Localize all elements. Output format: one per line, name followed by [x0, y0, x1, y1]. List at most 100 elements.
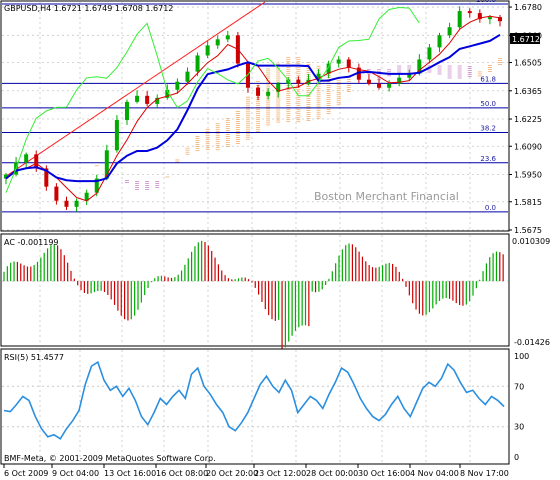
cloud-stripe [245, 118, 250, 120]
cloud-stripe [235, 115, 240, 116]
cloud-stripe [286, 118, 291, 120]
cloud-stripe [457, 73, 462, 75]
cloud-stripe [437, 73, 442, 75]
cloud-stripe [266, 118, 271, 120]
cloud-stripe [286, 70, 291, 72]
rsi-panel[interactable]: RSI(5) 51.4577 100 70 30 0 BMF-Meta, © 2001… [0, 348, 529, 465]
cloud-stripe [316, 95, 321, 97]
cloud-stripe [245, 116, 250, 118]
cloud-stripe [316, 67, 321, 69]
cloud-stripe [336, 100, 341, 102]
cloud-stripe [135, 189, 140, 190]
cloud-stripe [286, 96, 291, 98]
cloud-stripe [306, 104, 311, 105]
price-tick-label: 1.6780 [514, 3, 542, 12]
cloud-stripe [266, 72, 271, 74]
cloud-stripe [467, 74, 472, 75]
cloud-stripe [296, 103, 301, 105]
cloud-stripe [326, 97, 331, 98]
cloud-stripe [276, 111, 281, 113]
candle-body [336, 59, 341, 64]
cloud-stripe [276, 63, 281, 65]
cloud-stripe [286, 74, 291, 76]
price-title: GBPUSD,H4 1.6721 1.6749 1.6708 1.6712 [4, 4, 173, 13]
candle-body [326, 63, 331, 74]
cloud-stripe [245, 134, 250, 136]
cloud-stripe [266, 70, 271, 72]
rsi-tick-label: 0 [514, 453, 519, 462]
cloud-stripe [245, 120, 250, 122]
cloud-stripe [306, 62, 311, 63]
cloud-stripe [245, 126, 250, 128]
cloud-stripe [135, 183, 140, 184]
cloud-stripe [205, 129, 210, 131]
candle-body [114, 120, 119, 151]
cloud-stripe [286, 90, 291, 92]
cloud-stripe [366, 73, 371, 75]
cloud-stripe [195, 146, 200, 148]
cloud-stripe [215, 133, 220, 135]
cloud-stripe [266, 122, 271, 124]
cloud-stripe [387, 69, 392, 71]
cloud-stripe [286, 100, 291, 102]
cloud-stripe [185, 149, 190, 151]
cloud-stripe [235, 139, 240, 140]
cloud-stripe [276, 103, 281, 105]
cloud-stripe [306, 108, 311, 109]
price-tick-label: 1.5950 [514, 171, 542, 180]
cloud-stripe [437, 69, 442, 71]
cloud-stripe [245, 96, 250, 98]
time-axis: 6 Oct 2009 9 Oct 04:00 13 Oct 16:00 16 Oct … [3, 464, 509, 478]
cloud-stripe [225, 120, 230, 121]
cloud-stripe [135, 185, 140, 186]
cloud-stripe [235, 123, 240, 124]
cloud-stripe [316, 65, 321, 67]
cloud-stripe [306, 92, 311, 93]
cloud-stripe [145, 183, 150, 184]
rsi-panel-frame [0, 348, 510, 465]
cloud-stripe [256, 80, 261, 82]
cloud-stripe [256, 120, 261, 122]
cloud-stripe [175, 161, 180, 163]
cloud-stripe [155, 183, 160, 184]
cloud-stripe [245, 100, 250, 102]
cloud-stripe [336, 88, 341, 90]
cloud-stripe [205, 139, 210, 141]
candle-body [417, 59, 422, 74]
cloud-stripe [266, 76, 271, 78]
cloud-stripe [316, 87, 321, 89]
cloud-stripe [235, 131, 240, 132]
candle-body [4, 174, 8, 179]
candle-body [245, 63, 250, 88]
cloud-stripe [245, 106, 250, 108]
candle-body [437, 35, 442, 48]
cloud-stripe [256, 122, 261, 124]
cloud-stripe [235, 133, 240, 134]
cloud-stripe [205, 143, 210, 145]
fib-level-label: 38.2 [480, 124, 496, 132]
cloud-stripe [185, 153, 190, 155]
cloud-stripe [296, 121, 301, 123]
copyright: BMF-Meta, © 2001-2009 MetaQuotes Softwar… [4, 454, 216, 463]
ac-histogram [3, 240, 504, 353]
cloud-stripe [266, 68, 271, 70]
cloud-stripe [215, 135, 220, 137]
time-tick-label: 6 Oct 2009 [4, 469, 48, 478]
cloud-stripe [145, 185, 150, 186]
candle-body [407, 73, 412, 78]
cloud-stripe [256, 112, 261, 114]
current-price-label: 1.6712 [512, 35, 540, 44]
cloud-stripe [498, 62, 502, 63]
cloud-stripe [296, 93, 301, 95]
candle-body [346, 59, 351, 68]
cloud-stripe [316, 111, 321, 113]
price-panel[interactable]: 0.0 23.6 38.2 50.0 61.8 100.0 GBPUSD,H4 1.672… [0, 0, 542, 235]
cloud-stripe [205, 145, 210, 147]
ac-panel[interactable]: AC -0.001199 0.010309 -0.01426 [0, 233, 550, 353]
cloud-stripe [326, 81, 331, 82]
cloud-stripe [306, 118, 311, 119]
cloud-stripe [276, 113, 281, 115]
cloud-stripe [296, 101, 301, 103]
cloud-stripe [135, 187, 140, 188]
